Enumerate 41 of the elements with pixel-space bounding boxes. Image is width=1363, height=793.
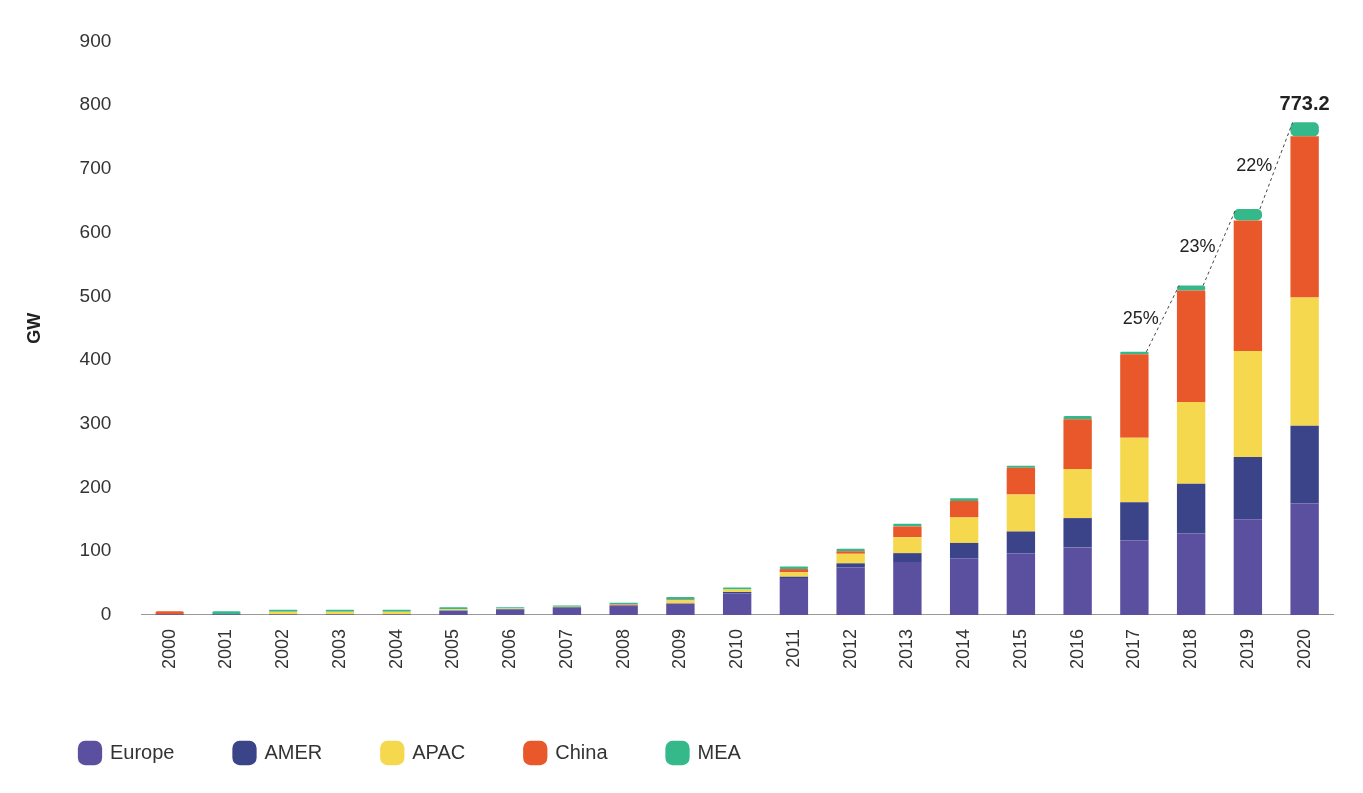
annotation: 22% xyxy=(1236,154,1273,175)
x-tick-label: 2002 xyxy=(272,628,293,669)
x-tick-label: 2020 xyxy=(1293,628,1314,669)
x-tick-label: 2009 xyxy=(669,628,690,669)
legend-label: MEA xyxy=(697,740,742,763)
x-tick-label: 2013 xyxy=(896,628,917,669)
x-tick-label: 2011 xyxy=(782,628,803,668)
x-tick-label: 2006 xyxy=(499,628,520,669)
legend-label: Europe xyxy=(110,740,175,763)
x-tick-label: 2012 xyxy=(839,628,860,669)
y-tick-label: 600 xyxy=(79,220,112,242)
annotation: 25% xyxy=(1122,307,1159,328)
legend-label: AMER xyxy=(264,740,323,763)
legend-label: China xyxy=(555,740,609,763)
x-tick-label: 2017 xyxy=(1123,628,1144,669)
x-tick-label: 2018 xyxy=(1180,628,1201,669)
y-tick-label: 200 xyxy=(79,475,112,497)
x-tick-label: 2016 xyxy=(1066,628,1087,669)
x-tick-label: 2005 xyxy=(442,628,463,669)
y-tick-label: 0 xyxy=(100,603,112,625)
x-tick-label: 2007 xyxy=(555,628,576,669)
y-tick-label: 400 xyxy=(79,348,112,370)
x-tick-label: 2015 xyxy=(1009,628,1030,669)
x-tick-label: 2004 xyxy=(385,628,406,669)
legend-label: APAC xyxy=(412,740,466,763)
x-tick-label: 2014 xyxy=(953,628,974,669)
x-tick-label: 2010 xyxy=(726,628,747,669)
x-tick-label: 2008 xyxy=(612,628,633,669)
x-tick-label: 2019 xyxy=(1236,628,1257,669)
y-axis-title: GW xyxy=(23,312,44,344)
y-tick-label: 700 xyxy=(79,157,112,179)
x-tick-label: 2001 xyxy=(215,628,236,669)
y-tick-label: 100 xyxy=(79,539,112,561)
y-tick-label: 800 xyxy=(79,93,112,115)
y-tick-label: 500 xyxy=(79,284,112,306)
x-tick-label: 2003 xyxy=(328,628,349,669)
annotation: 23% xyxy=(1179,236,1216,257)
x-tick-label: 2000 xyxy=(158,628,179,669)
total-label: 773.2 xyxy=(1279,91,1330,114)
y-tick-label: 900 xyxy=(79,29,112,51)
y-tick-label: 300 xyxy=(79,412,112,434)
